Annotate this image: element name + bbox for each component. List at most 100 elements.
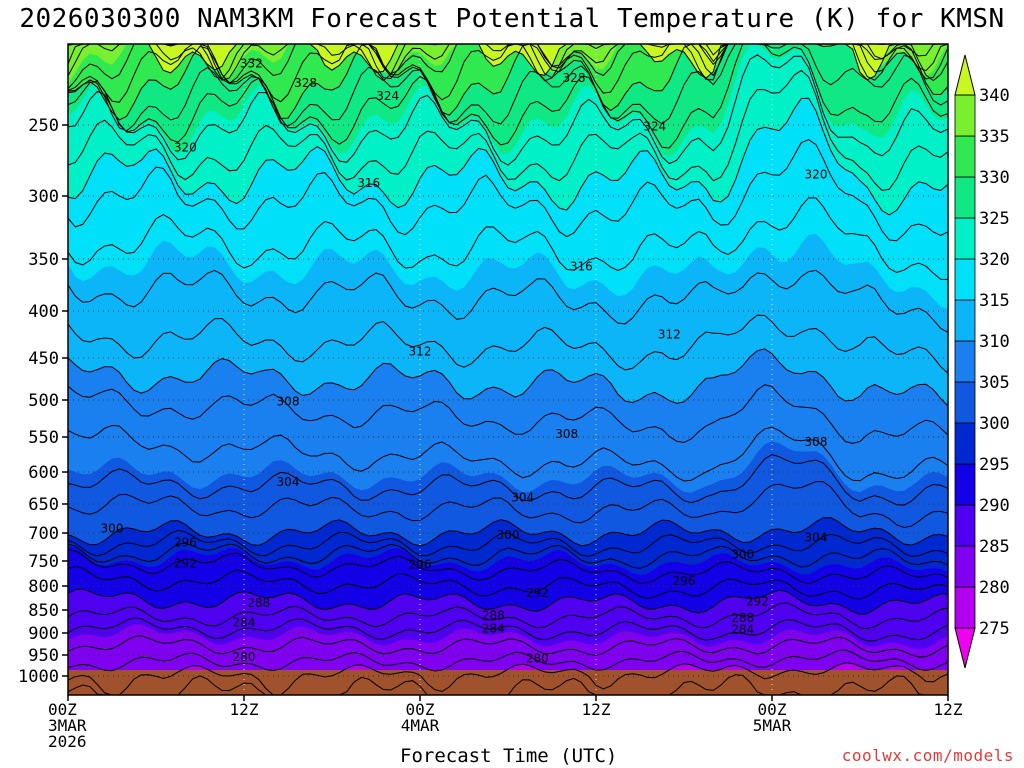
isentrope-278: [68, 674, 948, 695]
y-tick-label: 650: [28, 495, 59, 515]
ground-below-surface: [68, 670, 948, 695]
isentrope-280: [68, 662, 948, 695]
credit-link[interactable]: coolwx.com/models: [841, 746, 1014, 765]
isentrope-contours: [68, 44, 948, 695]
y-tick-label: 350: [28, 250, 59, 270]
contour-label: 308: [805, 435, 828, 449]
isentrope-322: [68, 69, 948, 191]
colorbar-box: [954, 422, 976, 465]
y-tick-label: 900: [28, 624, 59, 644]
colorbar-label: 320: [979, 250, 1010, 270]
contour-label: 292: [174, 557, 197, 571]
contour-labels: 332 328 324 328 324 320 320 316 316 312 312 308 308 3…: [101, 56, 828, 665]
contour-label: 284: [233, 615, 256, 629]
y-tick-label: 600: [28, 463, 59, 483]
x-tick-label: 4MAR: [401, 716, 440, 735]
isentrope-336: [68, 44, 948, 81]
contour-label: 292: [746, 594, 769, 608]
colorbar-box: [954, 299, 976, 342]
contour-label: 304: [511, 491, 534, 505]
isentrope-316: [68, 197, 948, 280]
isentrope-310: [68, 348, 948, 407]
isentrope-288: [68, 602, 948, 630]
isentrope-296: [68, 542, 948, 569]
isentrope-306: [68, 424, 948, 482]
colorbar-label: 335: [979, 127, 1010, 147]
isentrope-304: [68, 454, 948, 506]
isentrope-294: [68, 549, 948, 585]
y-tick-label: 750: [28, 552, 59, 572]
y-tick-label: 400: [28, 302, 59, 322]
isentrope-286: [68, 617, 948, 642]
colorbar-box: [954, 94, 976, 137]
contour-label: 288: [247, 596, 270, 610]
isentrope-290: [68, 588, 948, 615]
contour-label: 328: [294, 76, 317, 90]
isentrope-318: [68, 139, 948, 242]
x-tick-label: 5MAR: [753, 716, 792, 735]
band-above-330: [68, 44, 948, 120]
colorbar-box: [954, 176, 976, 219]
theta-color-bands: [68, 44, 948, 695]
colorbar-box: [954, 381, 976, 424]
colorbar-label: 300: [979, 414, 1010, 434]
contour-label: 280: [233, 650, 256, 664]
contour-label: 296: [174, 536, 197, 550]
colorbar-min-arrow: [954, 627, 976, 669]
x-tick-label: 12Z: [934, 700, 963, 719]
y-tick-label: 300: [28, 187, 59, 207]
contour-label: 304: [805, 530, 828, 544]
isentrope-320: [68, 97, 948, 216]
y-tick-label: 450: [28, 349, 59, 369]
contour-label: 284: [731, 622, 754, 636]
contour-label: 332: [240, 56, 263, 70]
colorbar-label: 295: [979, 455, 1010, 475]
y-tick-label: 950: [28, 646, 59, 666]
isentrope-282: [68, 649, 948, 672]
y-tick-label: 500: [28, 391, 59, 411]
isentrope-330: [68, 44, 948, 121]
contour-label: 300: [101, 521, 124, 535]
contour-label: 308: [555, 427, 578, 441]
colorbar-box: [954, 217, 976, 260]
x-tick-label: 12Z: [230, 700, 259, 719]
plot-frame: [67, 43, 949, 696]
contour-label: 320: [805, 168, 828, 182]
colorbar-max-arrow: [954, 54, 976, 96]
colorbar-box: [954, 463, 976, 506]
isentrope-326: [68, 44, 948, 149]
x-tick-label: 00Z: [758, 700, 787, 719]
isentrope-298: [68, 529, 948, 557]
isentrope-300: [68, 517, 948, 547]
y-tick-label: 850: [28, 601, 59, 621]
y-tick-label: 700: [28, 524, 59, 544]
y-tick-label: 550: [28, 428, 59, 448]
y-axis: 250 300 350 400 450 500 550 600 650 700 750 800 850 9…: [18, 116, 68, 687]
colorbar-box: [954, 258, 976, 301]
isentrope-308: [68, 384, 948, 444]
contour-label: 312: [409, 344, 432, 358]
colorbar-box: [954, 504, 976, 547]
isentrope-314: [68, 269, 948, 333]
colorbar-label: 325: [979, 209, 1010, 229]
isentrope-332: [68, 44, 948, 103]
isentrope-284: [68, 635, 948, 658]
colorbar-label: 290: [979, 496, 1010, 516]
y-tick-label: 250: [28, 116, 59, 136]
isentrope-302: [68, 481, 948, 529]
colorbar-label: 285: [979, 537, 1010, 557]
x-tick-label: 12Z: [582, 700, 611, 719]
colorbar-label: 280: [979, 578, 1010, 598]
y-tick-label: 800: [28, 577, 59, 597]
contour-label: 296: [673, 574, 696, 588]
x-tick-label: 3MAR: [48, 716, 87, 735]
isentrope-328: [68, 44, 948, 132]
contour-label: 300: [497, 528, 520, 542]
contour-label: 280: [526, 651, 549, 665]
colorbar-box: [954, 135, 976, 178]
contour-label: 308: [277, 394, 300, 408]
isentrope-334: [68, 44, 948, 90]
colorbar: 275 280 285 290 295 300 305 310 315 320 325 330 335 3…: [954, 54, 1010, 669]
x-tick-label: 2026: [48, 732, 87, 751]
